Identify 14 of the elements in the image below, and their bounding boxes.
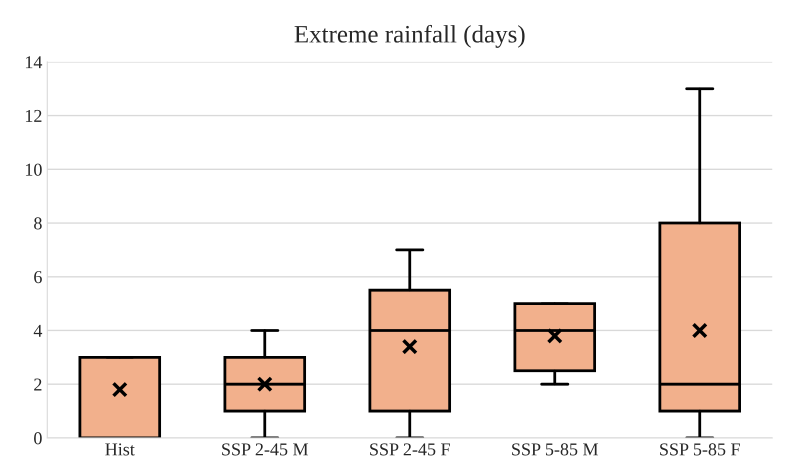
x-tick-label: SSP 2-45 M: [222, 443, 308, 456]
y-tick-label: 0: [34, 432, 42, 444]
x-tick-label: SSP 2-45 F: [370, 443, 450, 456]
x-tick-label: SSP 5-85 M: [512, 443, 598, 456]
x-tick-label: Hist: [105, 443, 135, 456]
y-tick-label: 10: [26, 164, 42, 176]
x-tick-label: SSP 5-85 F: [660, 443, 740, 456]
y-tick-label: 4: [34, 324, 42, 337]
y-tick-label: 12: [26, 110, 42, 122]
y-tick-label: 14: [26, 56, 42, 68]
y-tick-label: 2: [34, 378, 42, 390]
chart-title: Extreme rainfall (days): [294, 24, 525, 48]
y-tick-label: 8: [34, 217, 42, 230]
y-tick-label: 6: [34, 271, 42, 284]
